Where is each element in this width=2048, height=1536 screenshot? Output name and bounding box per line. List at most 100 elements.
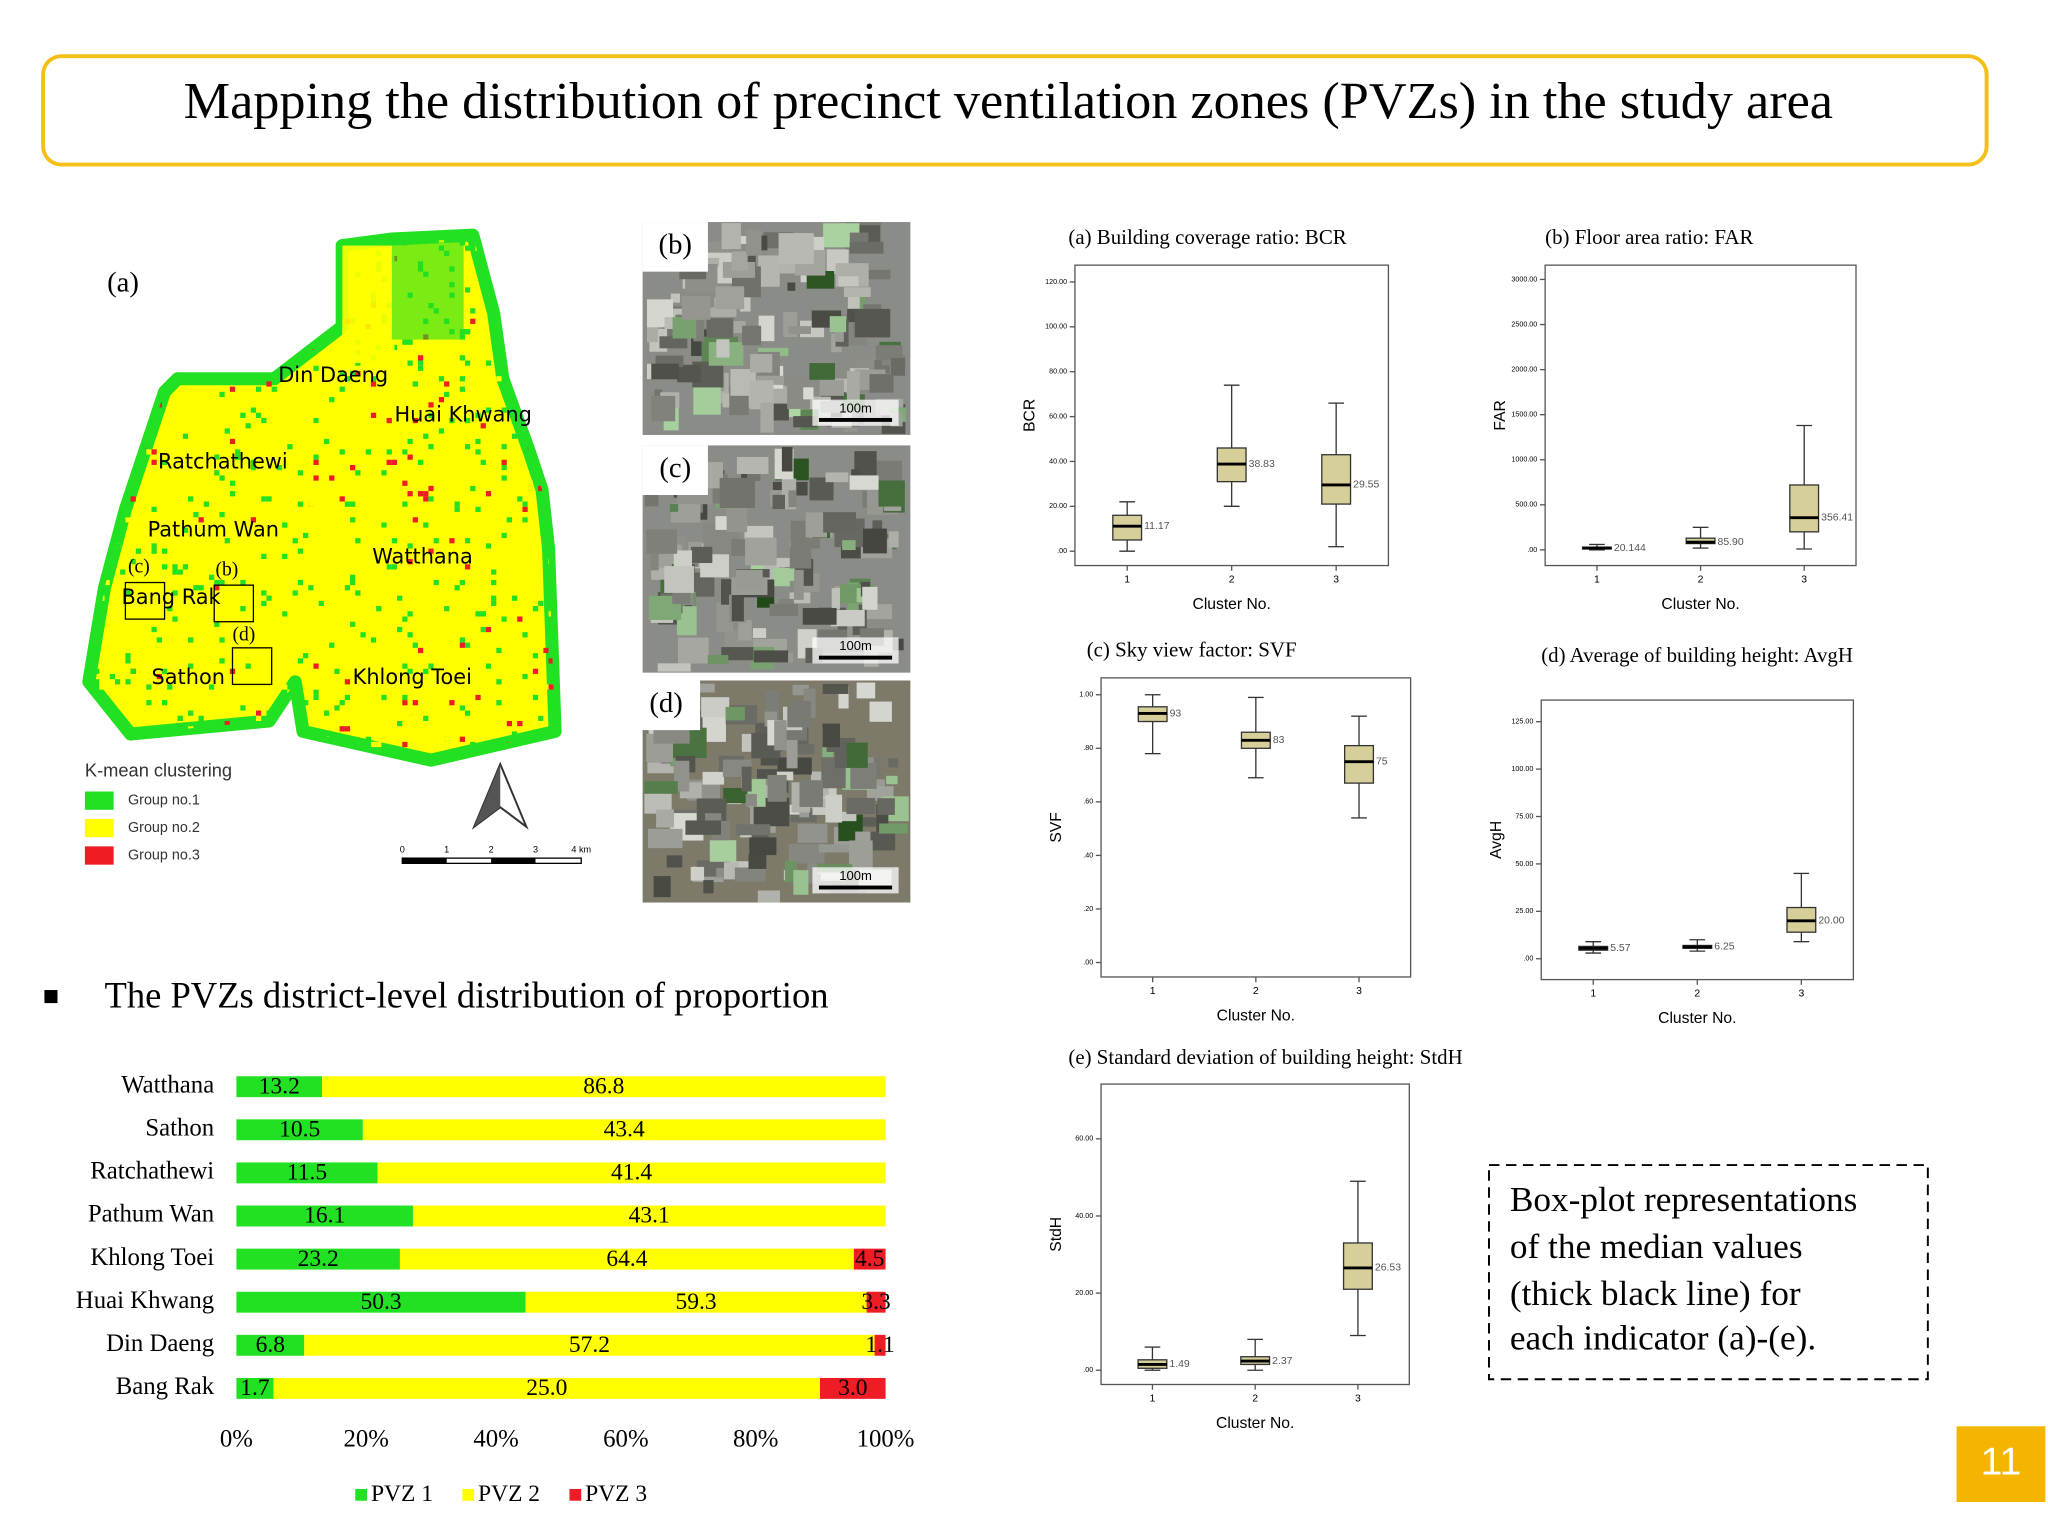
map-cell	[339, 726, 345, 732]
bar-value-label: 16.1	[304, 1203, 345, 1229]
map-cell	[167, 684, 173, 690]
map-cell	[161, 564, 168, 570]
aerial-photo: (c) 100m	[642, 445, 911, 673]
map-cell	[219, 585, 225, 591]
photo-texture	[822, 683, 849, 694]
map-cell	[496, 679, 502, 685]
median-label: 20.144	[1614, 543, 1646, 554]
map-cell	[386, 564, 392, 570]
photo-texture	[809, 477, 834, 501]
map-cell	[402, 449, 408, 455]
bar-value-label: 10.5	[279, 1116, 320, 1142]
y-tick-label: 20.00	[1075, 1289, 1093, 1297]
photo-texture	[742, 325, 762, 346]
map-cell	[501, 464, 507, 471]
map-cell	[407, 438, 413, 445]
map-cell	[532, 694, 539, 701]
map-cell	[334, 647, 340, 654]
map-cell	[438, 428, 445, 434]
map-cell	[344, 585, 351, 591]
map-cell	[407, 449, 413, 455]
map-cell	[538, 485, 544, 492]
bar-segment	[399, 1248, 854, 1270]
map-cell	[444, 679, 450, 685]
photo-texture	[857, 817, 886, 827]
bar-segment	[322, 1076, 886, 1098]
bar-segment	[236, 1291, 526, 1313]
map-cell	[417, 365, 424, 371]
y-tick-label: 1500.00	[1511, 411, 1537, 419]
map-cell	[470, 595, 476, 601]
map-cell	[245, 506, 251, 512]
map-cell	[250, 459, 256, 465]
photo-texture	[834, 750, 847, 769]
bar-value-label: 25.0	[526, 1375, 567, 1401]
map-cell	[501, 407, 507, 413]
map-cell	[464, 297, 471, 304]
photo-texture	[788, 326, 811, 334]
map-cell	[193, 585, 199, 591]
map-cell	[224, 600, 230, 607]
map-cell	[459, 700, 465, 706]
map-cell	[208, 585, 215, 591]
map-cell	[125, 517, 131, 523]
bar-value-label: 3.3	[861, 1289, 890, 1315]
map-cell	[428, 444, 434, 450]
bar-value-label: 86.8	[583, 1073, 624, 1099]
map-cell	[527, 710, 533, 716]
map-cell	[141, 637, 147, 643]
map-cell	[151, 548, 157, 554]
map-cell	[365, 574, 371, 580]
map-cell	[120, 569, 126, 575]
y-axis-label: SVF	[1048, 812, 1065, 842]
photo-texture	[749, 837, 777, 856]
bar-segment	[236, 1205, 413, 1227]
map-cell	[464, 444, 471, 450]
photo-texture	[787, 282, 796, 291]
photo-texture	[807, 862, 818, 882]
scale-bar-seg	[491, 858, 536, 864]
y-axis-label: StdH	[1048, 1217, 1065, 1252]
map-cell	[464, 564, 471, 570]
map-cell	[417, 433, 424, 439]
map-cell	[198, 496, 204, 502]
photo-texture	[758, 315, 775, 342]
x-tick-label: 2	[1698, 575, 1704, 586]
map-cell	[235, 449, 241, 455]
map-cell	[501, 532, 507, 539]
photo-texture	[831, 588, 840, 610]
map-cell	[214, 449, 220, 455]
median-label: 6.25	[1714, 942, 1735, 953]
map-cell	[386, 438, 392, 445]
map-cell	[161, 532, 168, 539]
bar-segment	[236, 1248, 400, 1270]
map-cell	[480, 470, 486, 476]
map-cell	[208, 574, 215, 580]
map-cell	[370, 391, 377, 398]
photo-texture	[693, 387, 721, 415]
map-cell	[444, 736, 450, 742]
map-cell	[182, 475, 189, 481]
legend-label: Group no.2	[128, 820, 200, 836]
map-cell	[219, 391, 225, 398]
inset-label: (c)	[128, 557, 150, 578]
map-cell	[459, 705, 465, 711]
map-cell	[464, 621, 471, 627]
x-tick-label: 3	[1333, 575, 1339, 586]
median-label: 29.55	[1353, 480, 1379, 491]
photo-texture	[738, 620, 752, 641]
district-label: Bang Rak	[121, 585, 221, 609]
box-plot: (a) Building coverage ratio: BCR BCR Clust…	[1022, 225, 1390, 613]
map-cell	[355, 590, 361, 596]
map-cell	[156, 642, 162, 648]
map-cell	[125, 590, 131, 596]
district-label: Sathon	[152, 665, 225, 689]
map-cell	[214, 611, 220, 617]
map-cell	[532, 606, 539, 612]
photo-texture	[646, 315, 658, 343]
map-cell	[308, 470, 314, 476]
legend-label: PVZ 1	[371, 1481, 433, 1507]
photo-texture	[705, 257, 720, 268]
map-cell	[464, 329, 471, 335]
photo-texture	[706, 318, 734, 338]
